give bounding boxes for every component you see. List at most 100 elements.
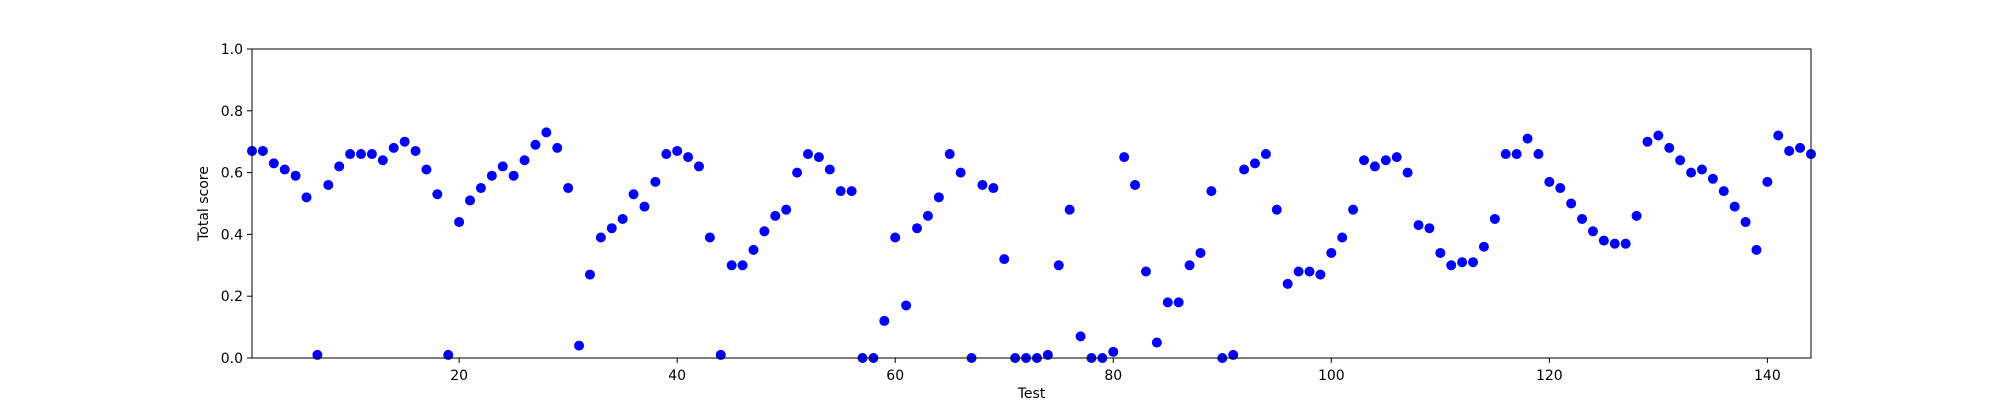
- data-point: [890, 232, 901, 243]
- data-point: [454, 217, 465, 228]
- data-point: [1380, 155, 1391, 166]
- y-tick-label: 0.0: [221, 351, 243, 367]
- data-point: [312, 349, 323, 360]
- data-point: [1119, 152, 1130, 163]
- data-point: [486, 170, 497, 181]
- x-tick-label: 140: [1754, 368, 1781, 384]
- data-point: [955, 167, 966, 178]
- data-point: [1053, 260, 1064, 271]
- data-point: [912, 223, 923, 234]
- data-point: [1642, 136, 1653, 147]
- data-point: [726, 260, 737, 271]
- data-point: [1620, 238, 1631, 249]
- data-point: [1555, 183, 1566, 194]
- data-point: [1489, 213, 1500, 224]
- data-point: [1729, 201, 1740, 212]
- data-point: [715, 349, 726, 360]
- data-point: [1293, 266, 1304, 277]
- data-point: [552, 142, 563, 153]
- data-point: [1282, 278, 1293, 289]
- data-point: [944, 149, 955, 160]
- data-point: [465, 195, 476, 206]
- data-point: [1566, 198, 1577, 209]
- x-tick-label: 40: [668, 368, 686, 384]
- data-point: [1173, 297, 1184, 308]
- data-point: [1500, 149, 1511, 160]
- data-point: [1478, 241, 1489, 252]
- data-point: [323, 179, 334, 190]
- data-point: [661, 149, 672, 160]
- data-point: [421, 164, 432, 175]
- x-tick-label: 80: [1104, 368, 1122, 384]
- data-point: [1522, 133, 1533, 144]
- data-point: [584, 269, 595, 280]
- data-point: [1533, 149, 1544, 160]
- data-point: [606, 223, 617, 234]
- data-point: [933, 192, 944, 203]
- data-point: [432, 189, 443, 200]
- data-point: [824, 164, 835, 175]
- data-point: [639, 201, 650, 212]
- x-tick-label: 20: [450, 368, 468, 384]
- data-point: [1577, 213, 1588, 224]
- data-point: [1718, 186, 1729, 197]
- data-point: [759, 226, 770, 237]
- data-point: [1446, 260, 1457, 271]
- data-point: [704, 232, 715, 243]
- data-point: [497, 161, 508, 172]
- data-point: [595, 232, 606, 243]
- data-point: [835, 186, 846, 197]
- data-point: [901, 300, 912, 311]
- data-point: [1587, 226, 1598, 237]
- data-point: [672, 145, 683, 156]
- data-point: [563, 183, 574, 194]
- data-point: [1773, 130, 1784, 141]
- data-point: [345, 149, 356, 160]
- data-point: [1413, 220, 1424, 231]
- data-point: [1315, 269, 1326, 280]
- y-tick-label: 0.6: [221, 166, 243, 182]
- y-tick-label: 1.0: [221, 42, 243, 58]
- data-point: [1228, 349, 1239, 360]
- y-axis-label: Total score: [196, 166, 212, 242]
- y-tick-label: 0.4: [221, 227, 243, 243]
- data-point: [1162, 297, 1173, 308]
- data-point: [1260, 149, 1271, 160]
- data-point: [1348, 204, 1359, 215]
- data-point: [257, 145, 268, 156]
- data-point: [443, 349, 454, 360]
- x-axis-ticks: 20 40 60 80 100 120 140: [450, 358, 1781, 384]
- data-point: [813, 152, 824, 163]
- data-point: [1184, 260, 1195, 271]
- data-point: [1326, 247, 1337, 258]
- data-point: [279, 164, 290, 175]
- data-point: [1795, 142, 1806, 153]
- x-axis-label: Test: [1017, 386, 1046, 400]
- data-point: [1402, 167, 1413, 178]
- data-point: [508, 170, 519, 181]
- data-point: [1249, 158, 1260, 169]
- data-point: [1653, 130, 1664, 141]
- data-point: [1337, 232, 1348, 243]
- data-point: [410, 145, 421, 156]
- data-point: [1140, 266, 1151, 277]
- data-point: [574, 340, 585, 351]
- y-axis-ticks: 0.0 0.2 0.4 0.6 0.8 1.0: [221, 42, 252, 367]
- data-point: [1424, 223, 1435, 234]
- data-point: [541, 127, 552, 138]
- data-point: [650, 176, 661, 187]
- data-point: [977, 179, 988, 190]
- data-point: [301, 192, 312, 203]
- data-point: [737, 260, 748, 271]
- data-point: [388, 142, 399, 153]
- data-point: [1108, 346, 1119, 357]
- data-point: [1751, 244, 1762, 255]
- data-point: [1359, 155, 1370, 166]
- y-tick-label: 0.8: [221, 104, 243, 120]
- data-point: [1544, 176, 1555, 187]
- data-point: [879, 315, 890, 326]
- data-point: [846, 186, 857, 197]
